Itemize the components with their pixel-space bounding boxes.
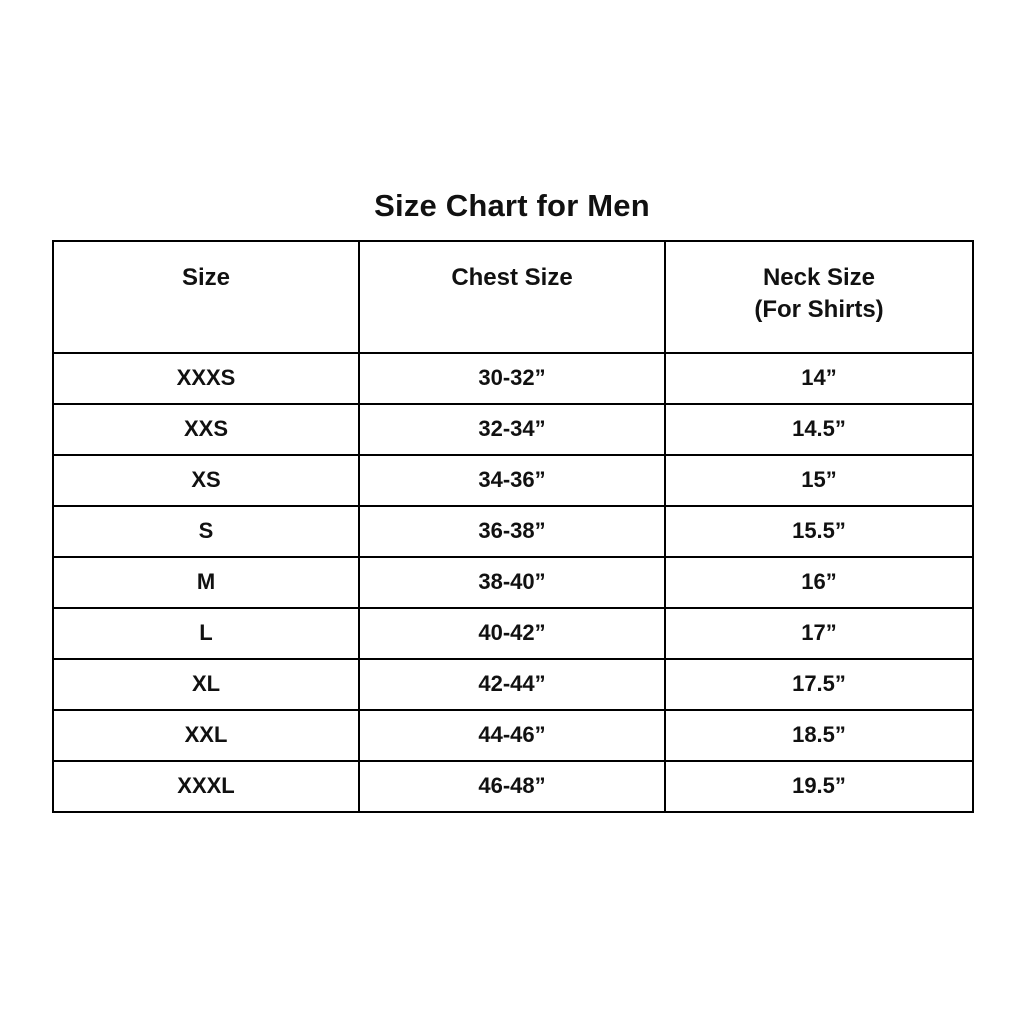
table-row: XXL 44-46” 18.5” [52, 709, 974, 762]
cell-size: S [52, 505, 360, 558]
cell-neck: 19.5” [664, 760, 974, 813]
cell-neck: 17.5” [664, 658, 974, 711]
cell-chest: 40-42” [358, 607, 666, 660]
cell-size: L [52, 607, 360, 660]
cell-size: XXL [52, 709, 360, 762]
cell-size: XL [52, 658, 360, 711]
cell-size: M [52, 556, 360, 609]
column-header-neck-size-line1: Neck Size [762, 264, 876, 291]
column-header-chest-size-line1: Chest Size [451, 264, 573, 291]
size-chart-table: Size Chest Size Neck Size (For Shirts) X… [52, 240, 974, 813]
column-header-neck-size-line2: (For Shirts) [754, 295, 884, 323]
cell-chest: 36-38” [358, 505, 666, 558]
cell-neck: 18.5” [664, 709, 974, 762]
cell-neck: 17” [664, 607, 974, 660]
cell-size: XXXL [52, 760, 360, 813]
cell-size: XS [52, 454, 360, 507]
cell-chest: 46-48” [358, 760, 666, 813]
table-row: XXXS 30-32” 14” [52, 352, 974, 405]
cell-chest: 32-34” [358, 403, 666, 456]
table-header: Size Chest Size Neck Size (For Shirts) [52, 240, 974, 354]
column-header-size-line1: Size [181, 264, 231, 291]
cell-chest: 38-40” [358, 556, 666, 609]
column-header-size: Size [52, 240, 360, 354]
column-header-neck-size: Neck Size (For Shirts) [664, 240, 974, 354]
cell-chest: 34-36” [358, 454, 666, 507]
table-row: L 40-42” 17” [52, 607, 974, 660]
table-header-row: Size Chest Size Neck Size (For Shirts) [52, 240, 974, 354]
cell-size: XXS [52, 403, 360, 456]
cell-neck: 15.5” [664, 505, 974, 558]
cell-neck: 14” [664, 352, 974, 405]
column-header-chest-size: Chest Size [358, 240, 666, 354]
table-row: XL 42-44” 17.5” [52, 658, 974, 711]
table-row: M 38-40” 16” [52, 556, 974, 609]
cell-chest: 42-44” [358, 658, 666, 711]
table-body: XXXS 30-32” 14” XXS 32-34” 14.5” XS 34-3… [52, 352, 974, 813]
page-title: Size Chart for Men [374, 187, 650, 223]
cell-neck: 15” [664, 454, 974, 507]
cell-chest: 30-32” [358, 352, 666, 405]
cell-neck: 14.5” [664, 403, 974, 456]
table-row: XXXL 46-48” 19.5” [52, 760, 974, 813]
cell-chest: 44-46” [358, 709, 666, 762]
table-row: S 36-38” 15.5” [52, 505, 974, 558]
table-row: XS 34-36” 15” [52, 454, 974, 507]
cell-size: XXXS [52, 352, 360, 405]
table-row: XXS 32-34” 14.5” [52, 403, 974, 456]
cell-neck: 16” [664, 556, 974, 609]
